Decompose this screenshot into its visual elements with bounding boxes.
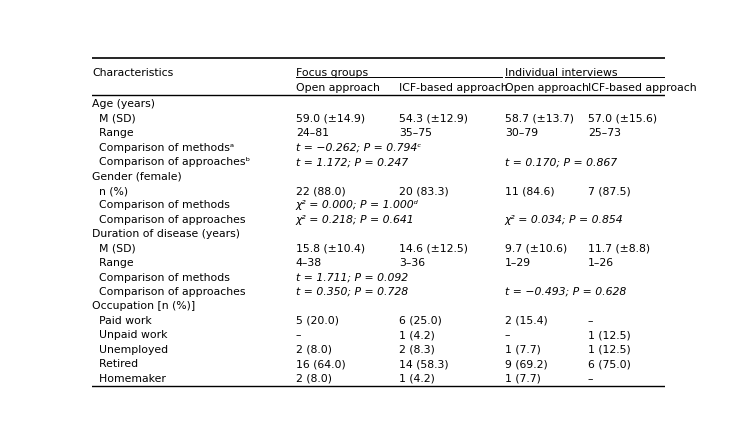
Text: Characteristics: Characteristics [92,68,174,78]
Text: Unemployed: Unemployed [92,345,168,355]
Text: t = −0.493; P = 0.628: t = −0.493; P = 0.628 [505,287,626,297]
Text: –: – [588,316,593,326]
Text: M (SD): M (SD) [92,244,136,254]
Text: 6 (25.0): 6 (25.0) [399,316,442,326]
Text: –: – [505,330,510,340]
Text: Paid work: Paid work [92,316,152,326]
Text: Comparison of methods: Comparison of methods [92,273,231,283]
Text: 2 (8.0): 2 (8.0) [296,345,332,355]
Text: 2 (8.3): 2 (8.3) [399,345,435,355]
Text: Gender (female): Gender (female) [92,172,182,182]
Text: 1 (7.7): 1 (7.7) [505,374,541,384]
Text: t = −0.262; P = 0.794ᶜ: t = −0.262; P = 0.794ᶜ [296,143,421,153]
Text: χ² = 0.034; P = 0.854: χ² = 0.034; P = 0.854 [505,215,624,225]
Text: ICF-based approach: ICF-based approach [588,83,696,93]
Text: Unpaid work: Unpaid work [92,330,168,340]
Text: Occupation [n (%)]: Occupation [n (%)] [92,302,196,311]
Text: t = 0.350; P = 0.728: t = 0.350; P = 0.728 [296,287,408,297]
Text: 11.7 (±8.8): 11.7 (±8.8) [588,244,650,254]
Text: 1 (4.2): 1 (4.2) [399,374,435,384]
Text: 1 (7.7): 1 (7.7) [505,345,541,355]
Text: 2 (15.4): 2 (15.4) [505,316,548,326]
Text: t = 1.172; P = 0.247: t = 1.172; P = 0.247 [296,157,408,167]
Text: Duration of disease (years): Duration of disease (years) [92,229,240,239]
Text: 30–79: 30–79 [505,128,538,138]
Text: 1–29: 1–29 [505,258,531,268]
Text: Comparison of approaches: Comparison of approaches [92,287,246,297]
Text: Comparison of approaches: Comparison of approaches [92,215,246,225]
Text: Individual interviews: Individual interviews [505,68,617,78]
Text: 15.8 (±10.4): 15.8 (±10.4) [296,244,365,254]
Text: Age (years): Age (years) [92,99,155,109]
Text: χ² = 0.000; P = 1.000ᵈ: χ² = 0.000; P = 1.000ᵈ [296,201,419,210]
Text: Range: Range [92,128,134,138]
Text: 3–36: 3–36 [399,258,425,268]
Text: Open approach: Open approach [296,83,380,93]
Text: 1–26: 1–26 [588,258,614,268]
Text: 2 (8.0): 2 (8.0) [296,374,332,384]
Text: 59.0 (±14.9): 59.0 (±14.9) [296,114,365,124]
Text: M (SD): M (SD) [92,114,136,124]
Text: t = 0.170; P = 0.867: t = 0.170; P = 0.867 [505,157,617,167]
Text: 24–81: 24–81 [296,128,329,138]
Text: χ² = 0.218; P = 0.641: χ² = 0.218; P = 0.641 [296,215,415,225]
Text: 35–75: 35–75 [399,128,432,138]
Text: t = 1.711; P = 0.092: t = 1.711; P = 0.092 [296,273,408,283]
Text: –: – [296,330,302,340]
Text: 4–38: 4–38 [296,258,321,268]
Text: 1 (4.2): 1 (4.2) [399,330,435,340]
Text: 20 (83.3): 20 (83.3) [399,186,449,196]
Text: Focus groups: Focus groups [296,68,368,78]
Text: 57.0 (±15.6): 57.0 (±15.6) [588,114,657,124]
Text: Range: Range [92,258,134,268]
Text: 16 (64.0): 16 (64.0) [296,359,345,369]
Text: 5 (20.0): 5 (20.0) [296,316,338,326]
Text: 6 (75.0): 6 (75.0) [588,359,630,369]
Text: ICF-based approach: ICF-based approach [399,83,508,93]
Text: Comparison of approachesᵇ: Comparison of approachesᵇ [92,157,251,167]
Text: 7 (87.5): 7 (87.5) [588,186,630,196]
Text: 14 (58.3): 14 (58.3) [399,359,449,369]
Text: n (%): n (%) [92,186,129,196]
Text: 22 (88.0): 22 (88.0) [296,186,345,196]
Text: Homemaker: Homemaker [92,374,166,384]
Text: 14.6 (±12.5): 14.6 (±12.5) [399,244,468,254]
Text: Retired: Retired [92,359,138,369]
Text: 1 (12.5): 1 (12.5) [588,345,630,355]
Text: 9 (69.2): 9 (69.2) [505,359,548,369]
Text: 9.7 (±10.6): 9.7 (±10.6) [505,244,567,254]
Text: –: – [588,374,593,384]
Text: 54.3 (±12.9): 54.3 (±12.9) [399,114,468,124]
Text: 11 (84.6): 11 (84.6) [505,186,554,196]
Text: Open approach: Open approach [505,83,588,93]
Text: Comparison of methods: Comparison of methods [92,201,231,210]
Text: Comparison of methodsᵃ: Comparison of methodsᵃ [92,143,234,153]
Text: 25–73: 25–73 [588,128,621,138]
Text: 1 (12.5): 1 (12.5) [588,330,630,340]
Text: 58.7 (±13.7): 58.7 (±13.7) [505,114,573,124]
